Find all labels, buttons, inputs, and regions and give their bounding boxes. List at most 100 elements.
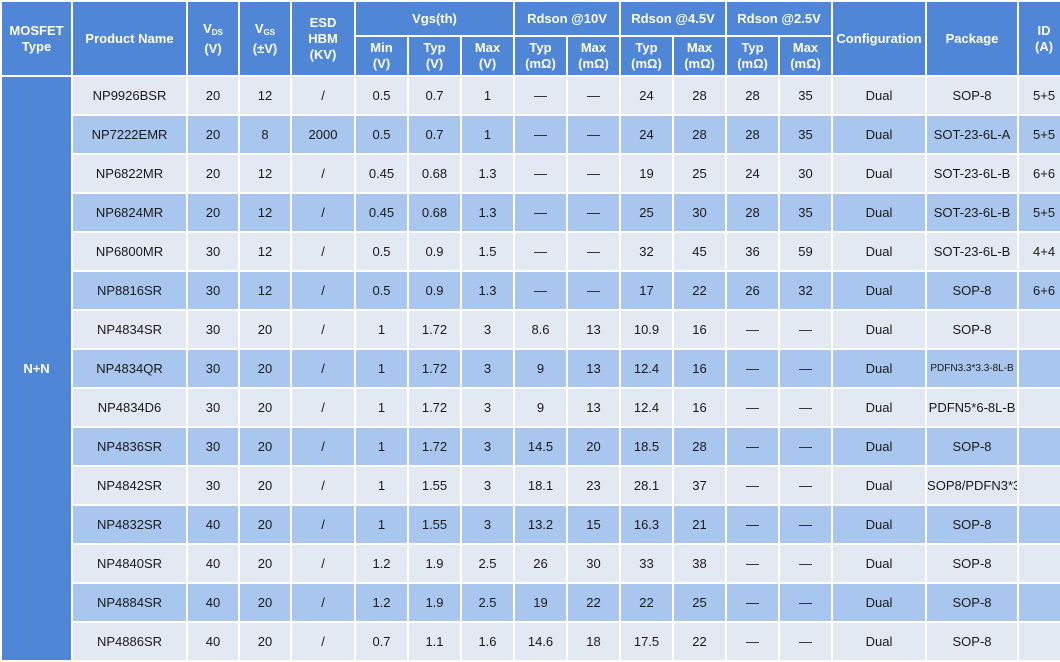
- rdson25-typ-cell: —: [727, 506, 779, 543]
- vgs-th-max-cell: 3: [462, 506, 513, 543]
- product-name-cell: NP4832SR: [73, 506, 186, 543]
- product-name-cell: NP8816SR: [73, 272, 186, 309]
- id-cell: [1019, 350, 1060, 387]
- product-name-cell: NP4834SR: [73, 311, 186, 348]
- vds-cell: 40: [188, 623, 238, 660]
- table-row: NP4884SR 40 20/1.2 1.9 2.5 19 22 22 25— — Dual SOP-…: [2, 584, 1060, 621]
- rdson10-typ-cell: 8.6: [515, 311, 566, 348]
- header-rdson25-typ: Typ (mΩ): [727, 37, 779, 75]
- rdson45-typ-cell: 28.1: [621, 467, 672, 504]
- vgs-th-max-cell: 3: [462, 350, 513, 387]
- configuration-cell: Dual: [833, 155, 926, 192]
- rdson10-max-cell: 13: [568, 350, 619, 387]
- id-cell: [1019, 311, 1060, 348]
- configuration-cell: Dual: [833, 233, 926, 270]
- vgs-th-max-cell: 3: [462, 467, 513, 504]
- configuration-cell: Dual: [833, 545, 926, 582]
- id-cell: 6+6: [1019, 155, 1060, 192]
- product-name-cell: NP4842SR: [73, 467, 186, 504]
- rdson10-max-cell: —: [568, 233, 619, 270]
- vds-cell: 40: [188, 584, 238, 621]
- rdson10-max-cell: —: [568, 116, 619, 153]
- rdson25-max-cell: —: [780, 350, 832, 387]
- rdson45-typ-cell: 22: [621, 584, 672, 621]
- esd-cell: 2000: [292, 116, 354, 153]
- configuration-cell: Dual: [833, 350, 926, 387]
- esd-cell: /: [292, 428, 354, 465]
- vgs-th-typ-cell: 1.72: [409, 428, 460, 465]
- header-mosfet-type: MOSFET Type: [2, 2, 71, 75]
- table-row: NP8816SR 30 12/0.5 0.9 1.3— —17 22 26 32 Dual SOP-…: [2, 272, 1060, 309]
- table-row: NP6800MR 30 12/0.5 0.9 1.5— —32 45 36 59 Dual SOT-…: [2, 233, 1060, 270]
- vgs-th-max-cell: 2.5: [462, 584, 513, 621]
- rdson25-max-cell: —: [780, 623, 832, 660]
- table-row: NP4842SR 30 20/1 1.55 3 18.1 23 28.1 37— — Dual SOP…: [2, 467, 1060, 504]
- vds-cell: 40: [188, 506, 238, 543]
- package-cell: SOT-23-6L-B: [927, 194, 1018, 231]
- vgs-cell: 12: [240, 272, 290, 309]
- rdson10-typ-cell: 9: [515, 350, 566, 387]
- rdson10-max-cell: 23: [568, 467, 619, 504]
- rdson25-typ-cell: —: [727, 389, 779, 426]
- mosfet-type-cell: N+N: [2, 77, 71, 660]
- rdson10-typ-cell: 26: [515, 545, 566, 582]
- header-rdson-10v: Rdson @10V: [515, 2, 619, 35]
- vgs-th-typ-cell: 1.72: [409, 350, 460, 387]
- esd-cell: /: [292, 623, 354, 660]
- vgs-th-min-cell: 1: [356, 389, 407, 426]
- package-cell: SOP-8: [927, 311, 1018, 348]
- vgs-cell: 20: [240, 623, 290, 660]
- vgs-cell: 12: [240, 233, 290, 270]
- header-package: Package: [927, 2, 1018, 75]
- esd-cell: /: [292, 467, 354, 504]
- vds-cell: 30: [188, 233, 238, 270]
- vgs-th-max-cell: 3: [462, 389, 513, 426]
- vds-cell: 40: [188, 545, 238, 582]
- table-row: NP4834D6 30 20/1 1.72 3 9 13 12.4 16— — Dual PDFN5*…: [2, 389, 1060, 426]
- vgs-th-max-cell: 1: [462, 116, 513, 153]
- id-cell: 5+5: [1019, 116, 1060, 153]
- header-rdson25-max: Max (mΩ): [780, 37, 832, 75]
- rdson10-typ-cell: 13.2: [515, 506, 566, 543]
- vgs-cell: 20: [240, 506, 290, 543]
- vgs-th-min-cell: 1.2: [356, 545, 407, 582]
- product-name-cell: NP6822MR: [73, 155, 186, 192]
- rdson10-typ-cell: 18.1: [515, 467, 566, 504]
- esd-cell: /: [292, 506, 354, 543]
- rdson25-typ-cell: 26: [727, 272, 779, 309]
- id-cell: 5+5: [1019, 194, 1060, 231]
- vgs-th-min-cell: 0.45: [356, 194, 407, 231]
- vgs-th-min-cell: 0.45: [356, 155, 407, 192]
- product-name-cell: NP4886SR: [73, 623, 186, 660]
- rdson25-typ-cell: —: [727, 467, 779, 504]
- package-cell: SOT-23-6L-B: [927, 155, 1018, 192]
- esd-cell: /: [292, 155, 354, 192]
- vgs-th-max-cell: 1.5: [462, 233, 513, 270]
- rdson25-max-cell: 32: [780, 272, 832, 309]
- rdson45-max-cell: 28: [674, 116, 726, 153]
- package-cell: SOP-8: [927, 77, 1018, 114]
- vgs-th-typ-cell: 1.9: [409, 584, 460, 621]
- package-cell: SOP-8: [927, 506, 1018, 543]
- vgs-th-max-cell: 1.3: [462, 272, 513, 309]
- vgs-th-min-cell: 0.5: [356, 116, 407, 153]
- esd-cell: /: [292, 350, 354, 387]
- configuration-cell: Dual: [833, 389, 926, 426]
- rdson25-max-cell: 35: [780, 116, 832, 153]
- rdson10-max-cell: 15: [568, 506, 619, 543]
- vgs-cell: 20: [240, 350, 290, 387]
- rdson45-max-cell: 45: [674, 233, 726, 270]
- id-cell: 4+4: [1019, 233, 1060, 270]
- id-cell: 5+5: [1019, 77, 1060, 114]
- vds-cell: 30: [188, 311, 238, 348]
- header-rdson-2-5v: Rdson @2.5V: [727, 2, 832, 35]
- rdson25-typ-cell: —: [727, 311, 779, 348]
- vgs-th-typ-cell: 1.1: [409, 623, 460, 660]
- esd-cell: /: [292, 584, 354, 621]
- rdson45-max-cell: 16: [674, 350, 726, 387]
- vgs-th-typ-cell: 1.9: [409, 545, 460, 582]
- package-cell: SOP-8: [927, 272, 1018, 309]
- rdson45-max-cell: 25: [674, 584, 726, 621]
- rdson10-max-cell: 13: [568, 311, 619, 348]
